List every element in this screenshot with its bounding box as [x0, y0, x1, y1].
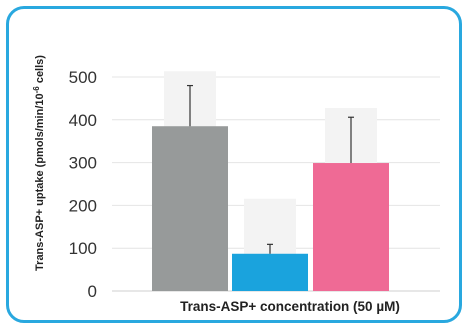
y-tick-label: 300	[69, 154, 97, 173]
y-axis-title-tail: cells)	[34, 55, 46, 87]
y-tick-label: 100	[69, 239, 97, 258]
bars	[152, 71, 389, 291]
bar	[232, 253, 308, 291]
y-tick-label: 200	[69, 196, 97, 215]
y-axis-title-superscript: -6	[32, 86, 41, 94]
bar	[313, 163, 389, 291]
error-bars	[187, 84, 354, 254]
y-axis-title: Trans-ASP+ uptake (pmols/min/10-6 cells)	[32, 55, 46, 271]
y-tick-labels: 0 100 200 300 400 500	[69, 68, 97, 301]
y-tick-label: 400	[69, 111, 97, 130]
y-tick-label: 0	[88, 282, 97, 301]
bar	[152, 126, 228, 291]
y-tick-label: 500	[69, 68, 97, 87]
x-axis-title: Trans-ASP+ concentration (50 µM)	[180, 299, 400, 314]
y-axis-title-main: Trans-ASP+ uptake (pmols/min/10	[34, 93, 46, 271]
